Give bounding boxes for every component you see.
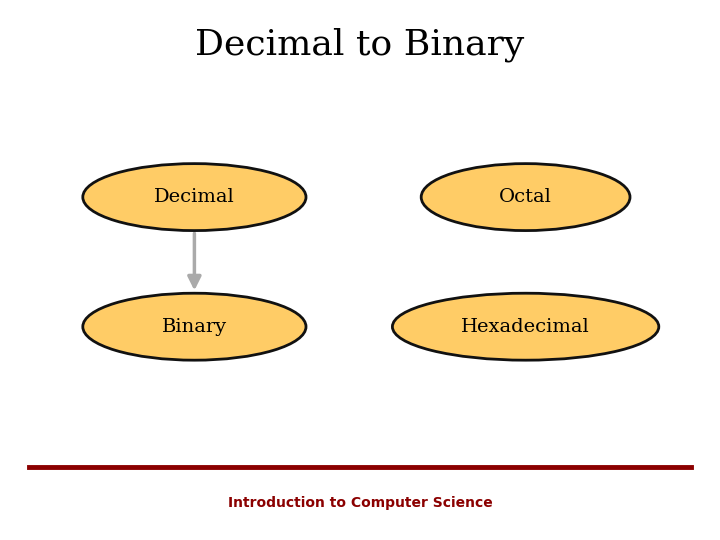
Text: Introduction to Computer Science: Introduction to Computer Science xyxy=(228,496,492,510)
Text: Binary: Binary xyxy=(162,318,227,336)
Text: Octal: Octal xyxy=(499,188,552,206)
Text: Decimal to Binary: Decimal to Binary xyxy=(195,27,525,62)
Ellipse shape xyxy=(421,164,630,231)
Text: Hexadecimal: Hexadecimal xyxy=(462,318,590,336)
Ellipse shape xyxy=(392,293,659,360)
Text: Decimal: Decimal xyxy=(154,188,235,206)
Ellipse shape xyxy=(83,293,306,360)
Ellipse shape xyxy=(83,164,306,231)
